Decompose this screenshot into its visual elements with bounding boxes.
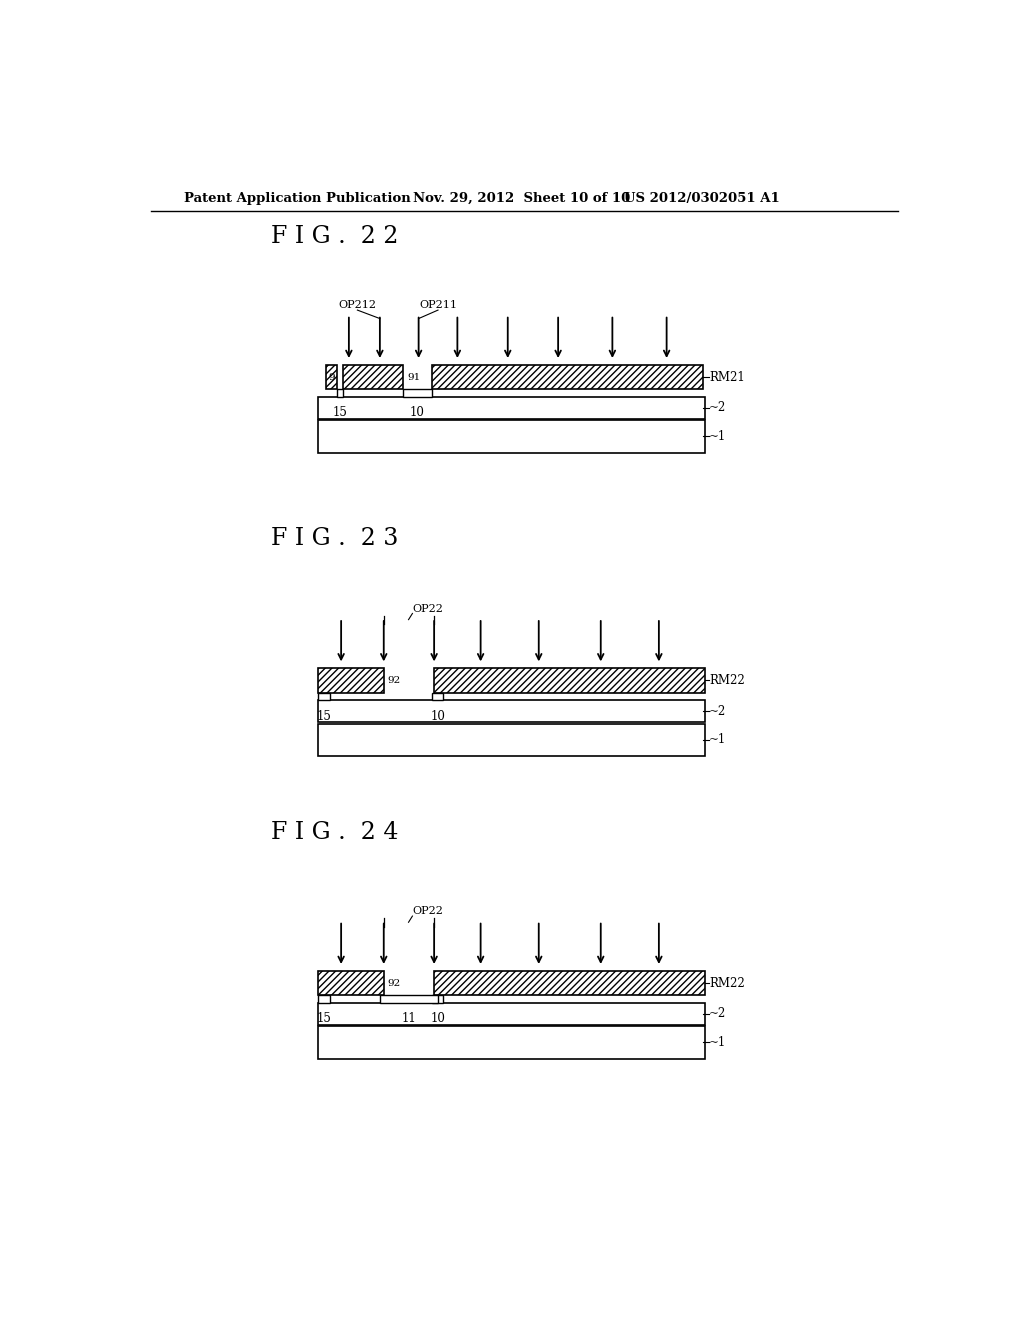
Bar — [317, 397, 706, 418]
Bar — [317, 970, 384, 995]
Bar — [343, 364, 403, 389]
Bar — [317, 693, 330, 701]
Bar — [432, 995, 443, 1003]
Text: 92: 92 — [388, 676, 400, 685]
Text: 11: 11 — [401, 1012, 417, 1026]
Bar — [337, 389, 343, 397]
Bar — [432, 364, 703, 389]
Text: Nov. 29, 2012  Sheet 10 of 10: Nov. 29, 2012 Sheet 10 of 10 — [414, 191, 631, 205]
Text: 10: 10 — [410, 407, 425, 420]
Bar — [317, 1003, 706, 1024]
Text: 10: 10 — [430, 1012, 445, 1026]
Text: 15: 15 — [333, 407, 348, 420]
Text: 10: 10 — [430, 710, 445, 723]
Text: ~1: ~1 — [710, 1036, 726, 1049]
Text: RM21: RM21 — [710, 371, 745, 384]
Text: 92: 92 — [388, 978, 400, 987]
Text: F I G .  2 3: F I G . 2 3 — [271, 527, 398, 550]
Text: ~1: ~1 — [710, 430, 726, 444]
Bar — [317, 668, 384, 693]
Bar — [317, 668, 384, 693]
Bar — [317, 1026, 706, 1059]
Text: F I G .  2 4: F I G . 2 4 — [271, 821, 399, 845]
Text: ~2: ~2 — [710, 705, 726, 718]
Bar — [317, 723, 706, 756]
Text: OP211: OP211 — [419, 301, 457, 310]
Bar — [343, 364, 403, 389]
Text: 15: 15 — [316, 710, 332, 723]
Text: ~2: ~2 — [710, 401, 726, 414]
Bar — [317, 970, 384, 995]
Text: 91: 91 — [407, 372, 420, 381]
Text: 9: 9 — [328, 372, 335, 381]
Text: RM22: RM22 — [710, 675, 745, 686]
Bar — [326, 364, 337, 389]
Text: OP212: OP212 — [338, 301, 377, 310]
Bar — [403, 389, 432, 397]
Text: RM22: RM22 — [710, 977, 745, 990]
Bar — [380, 995, 438, 1003]
Bar — [434, 668, 706, 693]
Bar — [432, 693, 443, 701]
Text: ~1: ~1 — [710, 733, 726, 746]
Bar — [326, 364, 337, 389]
Text: Patent Application Publication: Patent Application Publication — [183, 191, 411, 205]
Bar — [434, 970, 706, 995]
Text: US 2012/0302051 A1: US 2012/0302051 A1 — [624, 191, 779, 205]
Text: ~2: ~2 — [710, 1007, 726, 1020]
Bar — [434, 668, 706, 693]
Text: OP22: OP22 — [413, 603, 443, 614]
Bar — [317, 701, 706, 722]
Text: 15: 15 — [316, 1012, 332, 1026]
Bar — [432, 364, 703, 389]
Bar — [434, 970, 706, 995]
Text: F I G .  2 2: F I G . 2 2 — [271, 226, 399, 248]
Bar — [317, 995, 330, 1003]
Bar — [317, 420, 706, 453]
Text: OP22: OP22 — [413, 907, 443, 916]
